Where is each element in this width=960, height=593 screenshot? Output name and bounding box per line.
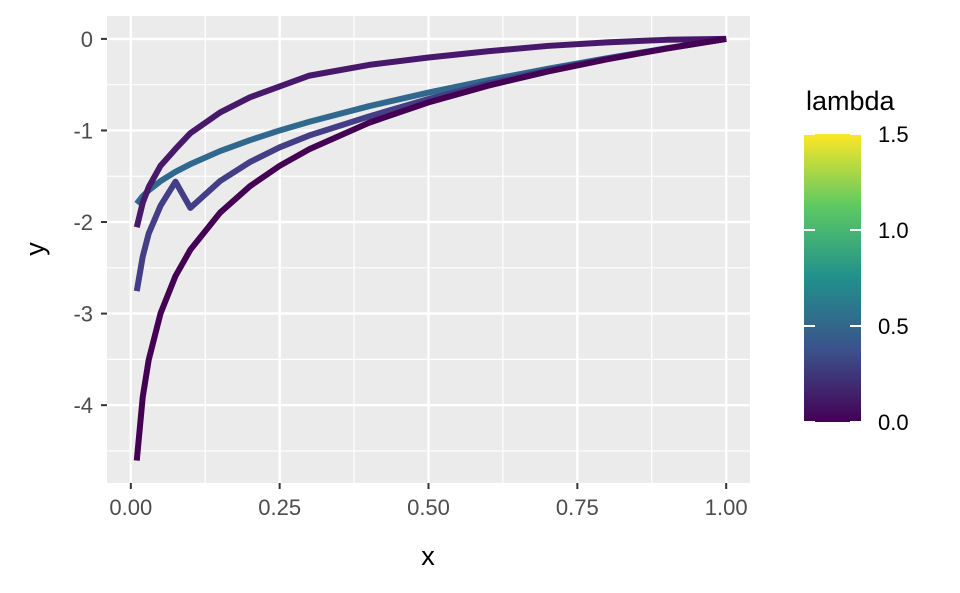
y-axis-title: y <box>20 242 50 256</box>
y-tick-label: -4 <box>73 393 93 418</box>
x-axis-title: x <box>421 541 435 571</box>
legend-title: lambda <box>806 86 896 116</box>
x-tick-label: 0.75 <box>556 495 599 520</box>
y-tick-label: -1 <box>73 118 93 143</box>
legend-tick-label: 1.0 <box>878 218 909 243</box>
legend-tick-label: 0.0 <box>878 410 909 435</box>
x-tick-label: 0.00 <box>109 495 152 520</box>
legend-ticks: 1.5 1.0 0.5 0.0 <box>804 122 909 435</box>
legend-tick-label: 0.5 <box>878 314 909 339</box>
legend: lambda 1.5 1.0 0.5 0.0 <box>804 86 909 435</box>
y-axis-ticks: 0 -1 -2 -3 -4 <box>73 27 107 418</box>
y-tick-label: -2 <box>73 210 93 235</box>
series-line-lambda-0 <box>133 35 727 461</box>
x-axis-ticks: 0.00 0.25 0.50 0.75 1.00 <box>109 483 748 520</box>
x-tick-label: 0.50 <box>407 495 450 520</box>
y-tick-label: -3 <box>73 302 93 327</box>
major-gridlines <box>107 16 750 483</box>
series-lines <box>133 35 727 461</box>
legend-tick-label: 1.5 <box>878 122 909 147</box>
series-line-lambda-0.1 <box>133 35 727 228</box>
y-tick-label: 0 <box>81 27 93 52</box>
x-tick-label: 1.00 <box>705 495 748 520</box>
x-tick-label: 0.25 <box>258 495 301 520</box>
legend-colorbar <box>804 134 861 422</box>
